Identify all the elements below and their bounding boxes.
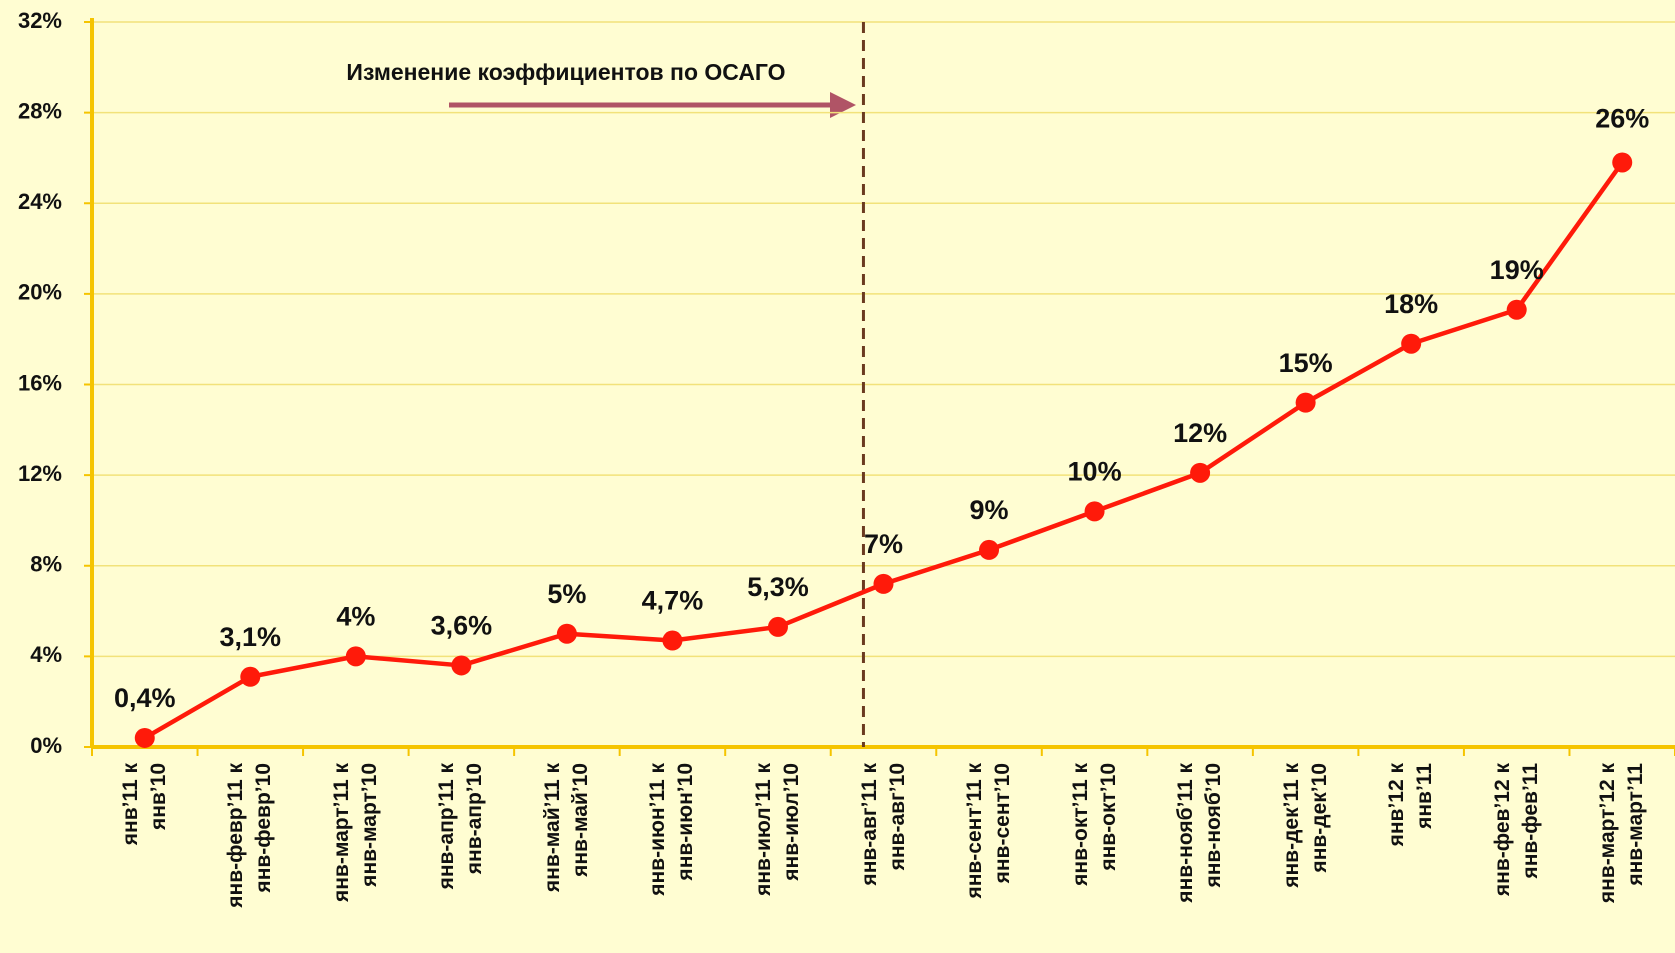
data-label: 3,6% — [431, 611, 493, 641]
x-tick-label: янв-июл’11 к янв-июл’10 — [751, 763, 803, 896]
data-label: 15% — [1279, 348, 1333, 378]
line — [143, 161, 1625, 740]
y-tick-label: 16% — [18, 370, 62, 395]
point — [451, 655, 472, 676]
x-tick-label: янв-нояб’11 к янв-нояб’10 — [1174, 763, 1226, 903]
data-label: 3,1% — [220, 622, 282, 652]
data-label: 10% — [1068, 457, 1122, 487]
x-tick-label: янв-май’11 к янв-май’10 — [540, 763, 592, 893]
annotation: Изменение коэффициентов по ОСАГО — [346, 59, 785, 85]
x-tick-label: янв-дек’11 к янв-дек’10 — [1279, 763, 1331, 888]
x-tick-label: янв-авг’11 к янв-авг’10 — [857, 763, 909, 886]
data-label: 5,3% — [747, 572, 809, 602]
x-tick-label: янв-окт’11 к янв-окт’10 — [1068, 763, 1120, 886]
data-label: 19% — [1490, 255, 1544, 285]
point — [1190, 462, 1211, 483]
annotation-arrowhead — [830, 92, 856, 118]
point — [556, 623, 577, 644]
y-tick-label: 4% — [30, 642, 62, 667]
point — [1401, 333, 1422, 354]
point — [767, 616, 788, 637]
point — [979, 539, 1000, 560]
point — [1084, 501, 1105, 522]
x-tick-label: янв-сент’11 к янв-сент’10 — [963, 763, 1015, 899]
point — [873, 573, 894, 594]
point — [240, 666, 261, 687]
x-tick-label: янв-февр’11 к янв-февр’10 — [224, 763, 276, 908]
point — [345, 646, 366, 667]
data-label: 4% — [336, 602, 375, 632]
y-tick-label: 12% — [18, 461, 62, 486]
y-tick-label: 28% — [18, 98, 62, 123]
point — [1295, 392, 1316, 413]
data-label: 5% — [547, 579, 586, 609]
point — [1612, 152, 1633, 173]
point — [1506, 299, 1527, 320]
data-label: 4,7% — [642, 586, 704, 616]
y-tick-label: 32% — [18, 8, 62, 33]
point — [662, 630, 683, 651]
y-tick-label: 0% — [30, 733, 62, 758]
x-tick-label: янв-фев’12 к янв-фев’11 — [1490, 763, 1542, 897]
x-tick-label: янв-март’11 к янв-март’10 — [329, 763, 381, 902]
x-tick-label: янв’11 к янв’10 — [118, 763, 170, 846]
data-label: 0,4% — [114, 683, 176, 713]
x-tick-label: янв-март’12 к янв-март’11 — [1596, 763, 1648, 904]
data-label: 18% — [1384, 289, 1438, 319]
data-label: 12% — [1173, 418, 1227, 448]
y-tick-label: 8% — [30, 552, 62, 577]
y-tick-label: 24% — [18, 189, 62, 214]
x-tick-label: янв-июн’11 к янв-июн’10 — [646, 763, 698, 896]
data-label: 26% — [1595, 104, 1649, 134]
data-label: 9% — [970, 495, 1009, 525]
x-tick-label: янв’12 к янв’11 — [1385, 763, 1437, 847]
data-label: 7% — [864, 529, 903, 559]
point — [134, 727, 155, 748]
y-tick-label: 20% — [18, 280, 62, 305]
x-tick-label: янв-апр’11 к янв-апр’10 — [435, 763, 487, 890]
